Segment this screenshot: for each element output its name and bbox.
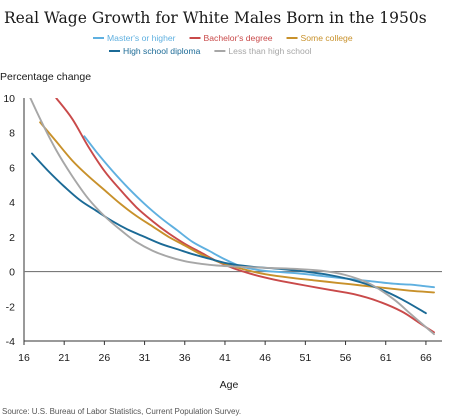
x-tick-label: 51 — [300, 352, 312, 364]
series-line-high-school-diploma — [31, 152, 427, 315]
x-axis-ticks: 16 21 26 31 36 41 46 51 56 61 66 — [18, 341, 432, 364]
y-axis-label: Percentage change — [0, 71, 91, 83]
plot-area — [23, 98, 442, 342]
series-line-less-than-high-school — [29, 98, 435, 336]
y-tick-label: 0 — [9, 267, 15, 279]
legend-label-some-college: Some college — [301, 33, 353, 43]
legend: Master's or higher Bachelor's degree Some … — [93, 33, 353, 56]
x-tick-label: 21 — [58, 352, 70, 364]
y-tick-label: 2 — [9, 232, 15, 244]
y-axis-ticks: 10 8 6 4 2 0 -2 -4 — [3, 93, 15, 348]
chart-title: Real Wage Growth for White Males Born in… — [4, 9, 427, 27]
legend-label-bachelor-s-degree: Bachelor's degree — [204, 33, 273, 43]
x-tick-label: 56 — [340, 352, 352, 364]
x-tick-label: 26 — [99, 352, 111, 364]
y-tick-label: 10 — [3, 93, 15, 105]
y-tick-label: -2 — [6, 301, 15, 313]
y-tick-label: -4 — [6, 336, 15, 348]
series-line-master-s-or-higher — [83, 135, 435, 289]
x-tick-label: 41 — [219, 352, 231, 364]
legend-label-less-than-high-school: Less than high school — [228, 46, 311, 56]
x-tick-label: 36 — [179, 352, 191, 364]
y-tick-label: 6 — [9, 162, 15, 174]
x-tick-label: 66 — [420, 352, 432, 364]
legend-label-master-s-or-higher: Master's or higher — [107, 33, 176, 43]
legend-label-high-school-diploma: High school diploma — [123, 46, 201, 56]
x-tick-label: 16 — [18, 352, 30, 364]
source-note: Source: U.S. Bureau of Labor Statistics,… — [2, 407, 241, 416]
x-axis-label: Age — [220, 379, 239, 391]
x-tick-label: 61 — [380, 352, 392, 364]
x-tick-label: 46 — [259, 352, 271, 364]
x-tick-label: 31 — [139, 352, 151, 364]
y-tick-label: 8 — [9, 128, 15, 140]
series-line-bachelor-s-degree — [55, 98, 435, 334]
y-tick-label: 4 — [9, 197, 15, 209]
